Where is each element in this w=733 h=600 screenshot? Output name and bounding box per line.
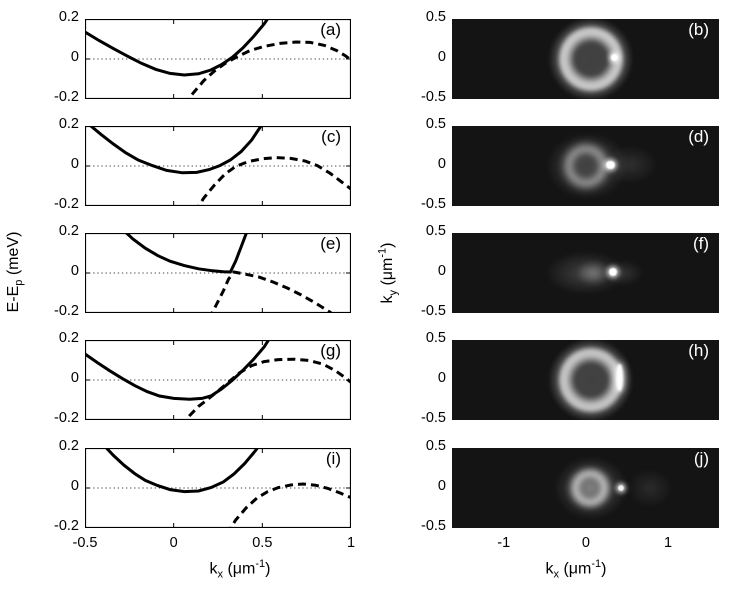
tick-label: 0 xyxy=(581,535,590,551)
ring-feature xyxy=(548,19,633,99)
tick-label: -0.2 xyxy=(54,89,79,105)
panel-b-intensity-map: (b) xyxy=(452,19,719,99)
panel-c-dispersion-plot: (c) xyxy=(85,126,351,206)
tick-label: 0 xyxy=(70,156,79,172)
dot-feature xyxy=(618,485,625,491)
tick-label: 0 xyxy=(70,263,79,279)
tick-label: -0.5 xyxy=(421,518,446,534)
ring-feature xyxy=(567,465,613,511)
panel-b-label: (b) xyxy=(688,20,709,39)
panel-f-label: (f) xyxy=(692,234,709,253)
tick-label: 0 xyxy=(437,263,446,279)
tick-label: -0.2 xyxy=(54,196,79,212)
left-y-axis-label: E-Ep (meV) xyxy=(4,231,26,313)
dispersion-plot-canvas xyxy=(85,19,351,99)
dispersion-plot-canvas xyxy=(85,448,351,528)
blob-feature xyxy=(601,260,645,286)
panel-j-intensity-map: (j) xyxy=(452,448,719,528)
panel-e-dispersion-plot: (e) xyxy=(85,233,351,313)
panel-i-label: (i) xyxy=(325,449,341,468)
panel-c-label: (c) xyxy=(321,127,341,146)
tick-label: 0.5 xyxy=(425,9,446,25)
panel-f-intensity-map: (f) xyxy=(452,233,719,313)
tick-label: -0.2 xyxy=(54,303,79,319)
panel-g-dispersion-plot: (g) xyxy=(85,340,351,420)
tick-label: 0.2 xyxy=(58,223,79,239)
tick-label: 0.5 xyxy=(425,438,446,454)
panel-j-label: (j) xyxy=(693,449,709,468)
dot-feature xyxy=(606,161,615,170)
tick-label: -1 xyxy=(497,535,511,551)
solid-curve xyxy=(124,233,248,274)
tick-label: -0.5 xyxy=(421,89,446,105)
tick-label: 0 xyxy=(437,49,446,65)
tick-label: -0.5 xyxy=(421,196,446,212)
tick-label: -0.5 xyxy=(421,303,446,319)
solid-curve xyxy=(85,19,270,77)
dispersion-plot-canvas xyxy=(85,126,351,206)
panel-g-label: (g) xyxy=(320,341,341,360)
blob-feature xyxy=(626,468,673,508)
tick-label: -0.5 xyxy=(421,410,446,426)
panel-h-intensity-map: (h) xyxy=(452,340,719,420)
panel-a-label: (a) xyxy=(320,20,341,39)
tick-label: 0.5 xyxy=(252,535,273,551)
dispersion-plot-canvas xyxy=(85,340,351,420)
tick-label: 0.2 xyxy=(58,330,79,346)
tick-label: 0 xyxy=(437,370,446,386)
ring-feature xyxy=(559,139,613,193)
tick-label: 0 xyxy=(169,535,178,551)
tick-label: 0.2 xyxy=(58,116,79,132)
panel-d-intensity-map: (d) xyxy=(452,126,719,206)
dashed-curve xyxy=(210,270,334,313)
tick-label: 0 xyxy=(70,478,79,494)
tick-label: 0.2 xyxy=(58,438,79,454)
tick-label: 0.5 xyxy=(425,116,446,132)
panel-a-dispersion-plot: (a) xyxy=(85,19,351,99)
tick-label: 0 xyxy=(70,370,79,386)
right-x-axis-label: kx (μm-1) xyxy=(545,558,607,581)
tick-label: 0 xyxy=(437,156,446,172)
solid-curve xyxy=(104,448,260,494)
left-x-axis-label: kx (μm-1) xyxy=(209,558,271,581)
blob-feature xyxy=(576,260,613,286)
tick-label: 1 xyxy=(664,535,673,551)
panel-e-label: (e) xyxy=(320,234,341,253)
tick-label: 0.5 xyxy=(425,223,446,239)
blob-feature xyxy=(565,465,615,511)
dashed-curve xyxy=(196,156,351,206)
tick-label: 1 xyxy=(346,535,356,551)
dispersion-plot-canvas xyxy=(85,233,351,313)
tick-label: 0 xyxy=(70,49,79,65)
right-y-axis-label: ky (μm-1) xyxy=(376,242,400,304)
solid-curve xyxy=(85,340,271,401)
panel-d-label: (d) xyxy=(688,127,709,146)
dot-feature xyxy=(611,54,618,61)
tick-label: -0.2 xyxy=(54,410,79,426)
panel-i-dispersion-plot: (i) xyxy=(85,448,351,528)
dashed-curve xyxy=(183,357,351,420)
solid-curve xyxy=(88,126,263,175)
dashed-curve xyxy=(186,40,351,99)
tick-label: -0.5 xyxy=(72,535,98,551)
dot-feature xyxy=(608,268,618,277)
panel-h-label: (h) xyxy=(688,341,709,360)
dashed-curve xyxy=(228,482,351,528)
bar-feature xyxy=(616,364,623,392)
tick-label: 0.2 xyxy=(58,9,79,25)
tick-label: -0.2 xyxy=(54,518,79,534)
tick-label: 0 xyxy=(437,478,446,494)
tick-label: 0.5 xyxy=(425,330,446,346)
